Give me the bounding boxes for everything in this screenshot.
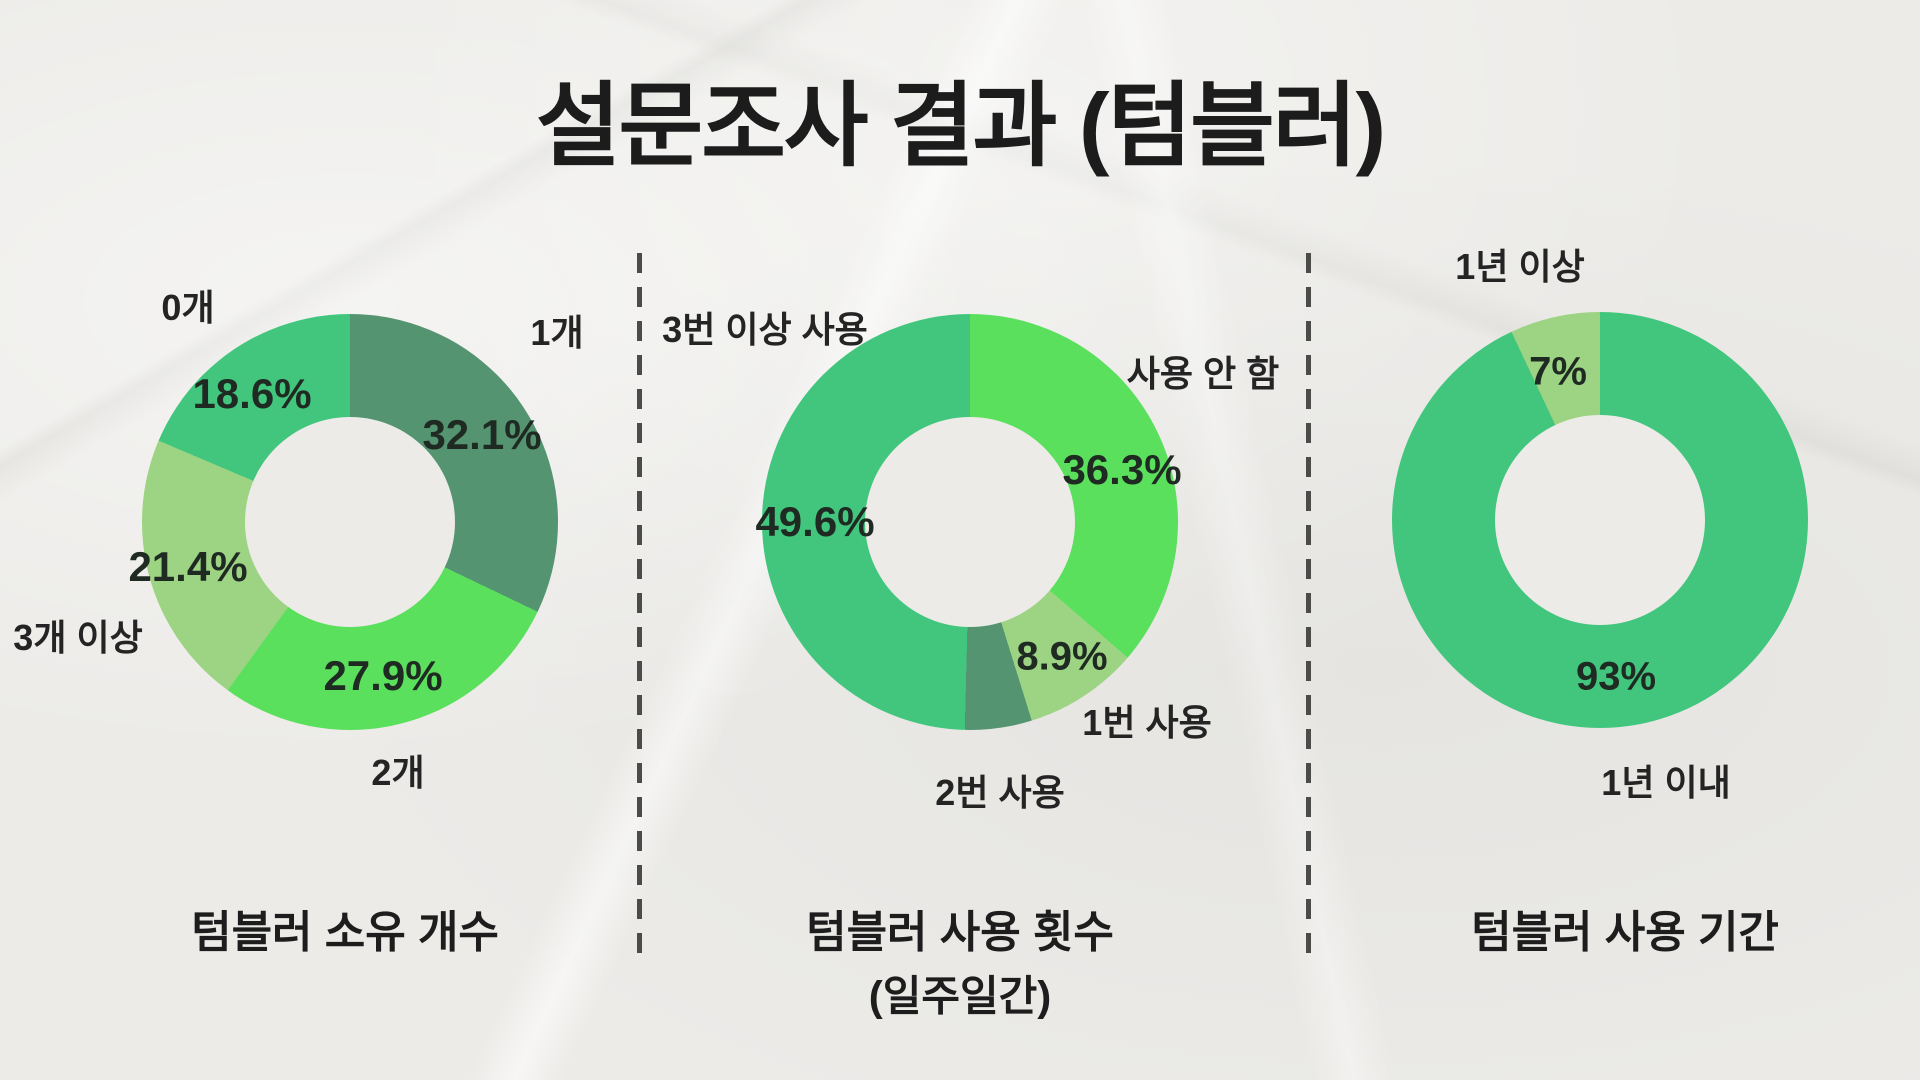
donut-hole bbox=[245, 417, 455, 627]
slice-label-2items: 2개 bbox=[371, 752, 425, 793]
slice-value-0items: 18.6% bbox=[192, 370, 312, 417]
chart-caption-usage-period: 텀블러 사용 기간 bbox=[1471, 908, 1779, 957]
divider-left bbox=[637, 253, 642, 955]
slice-label-3plus-uses: 3번 이상 사용 bbox=[662, 309, 868, 350]
slice-value-1item: 32.1% bbox=[422, 411, 542, 458]
chart-caption-usage-count-sub: (일주일간) bbox=[868, 972, 1052, 1020]
slice-value-1use: 8.9% bbox=[1016, 634, 1108, 679]
slice-label-2uses: 2번 사용 bbox=[935, 772, 1065, 813]
donut-chart-usage-period bbox=[1392, 312, 1808, 728]
slice-label-within-1year: 1년 이내 bbox=[1601, 762, 1731, 803]
divider-right bbox=[1306, 253, 1311, 955]
chart-caption-usage-count: 텀블러 사용 횟수 bbox=[806, 908, 1114, 957]
donut-hole bbox=[1495, 415, 1705, 625]
slice-label-over-1year: 1년 이상 bbox=[1455, 246, 1585, 287]
slice-value-within-1year: 93% bbox=[1575, 654, 1657, 699]
donut-chart-usage-count bbox=[762, 314, 1178, 730]
page-title: 설문조사 결과 (텀블러) bbox=[535, 75, 1386, 178]
slice-value-2items: 27.9% bbox=[323, 652, 443, 699]
slice-value-3plus-uses: 49.6% bbox=[755, 498, 875, 545]
slice-label-1item: 1개 bbox=[530, 312, 584, 353]
slice-label-no-use: 사용 안 함 bbox=[1126, 353, 1280, 394]
slice-label-3plus-items: 3개 이상 bbox=[13, 617, 143, 658]
slice-label-0items: 0개 bbox=[161, 287, 215, 328]
slice-value-no-use: 36.3% bbox=[1062, 446, 1182, 493]
slice-label-1use: 1번 사용 bbox=[1082, 702, 1212, 743]
slice-value-over-1year: 7% bbox=[1529, 349, 1587, 394]
donut-chart-ownership bbox=[142, 314, 558, 730]
donut-hole bbox=[865, 417, 1075, 627]
chart-caption-ownership: 텀블러 소유 개수 bbox=[191, 908, 499, 957]
slice-value-3plus-items: 21.4% bbox=[128, 543, 248, 590]
